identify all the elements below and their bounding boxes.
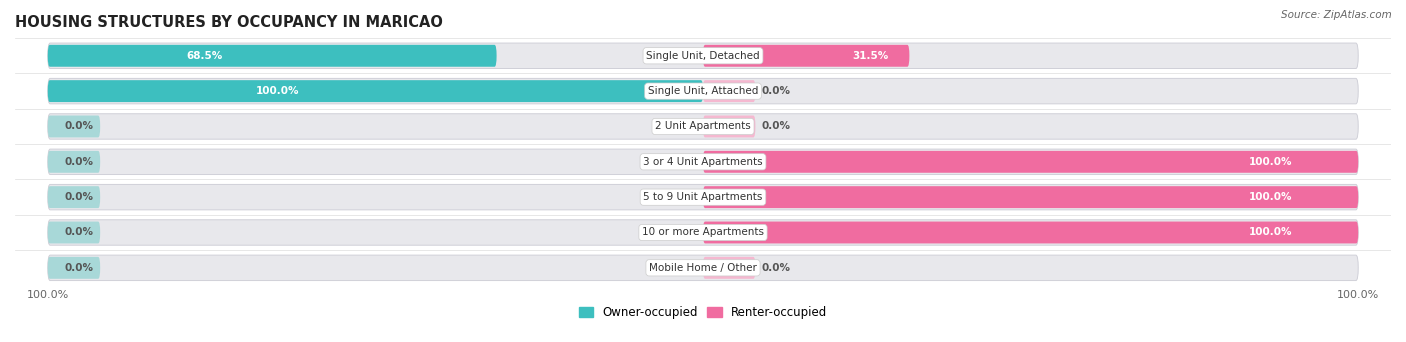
FancyBboxPatch shape bbox=[48, 43, 1358, 68]
Text: 10 or more Apartments: 10 or more Apartments bbox=[643, 227, 763, 237]
FancyBboxPatch shape bbox=[48, 220, 1358, 245]
FancyBboxPatch shape bbox=[48, 255, 1358, 280]
FancyBboxPatch shape bbox=[48, 184, 1358, 210]
FancyBboxPatch shape bbox=[48, 186, 100, 208]
Text: 3 or 4 Unit Apartments: 3 or 4 Unit Apartments bbox=[643, 157, 763, 167]
FancyBboxPatch shape bbox=[48, 114, 1358, 139]
Text: 5 to 9 Unit Apartments: 5 to 9 Unit Apartments bbox=[644, 192, 762, 202]
Text: Single Unit, Attached: Single Unit, Attached bbox=[648, 86, 758, 96]
Text: 0.0%: 0.0% bbox=[65, 157, 94, 167]
Text: 100.0%: 100.0% bbox=[256, 86, 299, 96]
FancyBboxPatch shape bbox=[48, 257, 100, 279]
FancyBboxPatch shape bbox=[48, 78, 1358, 104]
FancyBboxPatch shape bbox=[703, 45, 910, 67]
FancyBboxPatch shape bbox=[48, 80, 703, 102]
FancyBboxPatch shape bbox=[48, 116, 100, 137]
Text: 0.0%: 0.0% bbox=[65, 121, 94, 131]
Text: 2 Unit Apartments: 2 Unit Apartments bbox=[655, 121, 751, 131]
Text: HOUSING STRUCTURES BY OCCUPANCY IN MARICAO: HOUSING STRUCTURES BY OCCUPANCY IN MARIC… bbox=[15, 15, 443, 30]
FancyBboxPatch shape bbox=[48, 151, 100, 173]
FancyBboxPatch shape bbox=[703, 222, 1358, 244]
Text: 31.5%: 31.5% bbox=[852, 51, 889, 61]
FancyBboxPatch shape bbox=[703, 257, 755, 279]
FancyBboxPatch shape bbox=[48, 222, 100, 244]
Text: 0.0%: 0.0% bbox=[65, 192, 94, 202]
Text: 68.5%: 68.5% bbox=[187, 51, 224, 61]
Text: 100.0%: 100.0% bbox=[1249, 227, 1292, 237]
Text: 0.0%: 0.0% bbox=[762, 263, 792, 273]
FancyBboxPatch shape bbox=[703, 186, 1358, 208]
Text: 0.0%: 0.0% bbox=[65, 263, 94, 273]
Text: 100.0%: 100.0% bbox=[1249, 157, 1292, 167]
Legend: Owner-occupied, Renter-occupied: Owner-occupied, Renter-occupied bbox=[574, 302, 832, 324]
Text: Mobile Home / Other: Mobile Home / Other bbox=[650, 263, 756, 273]
Text: Single Unit, Detached: Single Unit, Detached bbox=[647, 51, 759, 61]
FancyBboxPatch shape bbox=[703, 151, 1358, 173]
FancyBboxPatch shape bbox=[48, 45, 496, 67]
Text: 0.0%: 0.0% bbox=[65, 227, 94, 237]
Text: 100.0%: 100.0% bbox=[1249, 192, 1292, 202]
Text: Source: ZipAtlas.com: Source: ZipAtlas.com bbox=[1281, 10, 1392, 20]
FancyBboxPatch shape bbox=[703, 116, 755, 137]
FancyBboxPatch shape bbox=[703, 80, 755, 102]
Text: 0.0%: 0.0% bbox=[762, 121, 792, 131]
FancyBboxPatch shape bbox=[48, 149, 1358, 174]
Text: 0.0%: 0.0% bbox=[762, 86, 792, 96]
